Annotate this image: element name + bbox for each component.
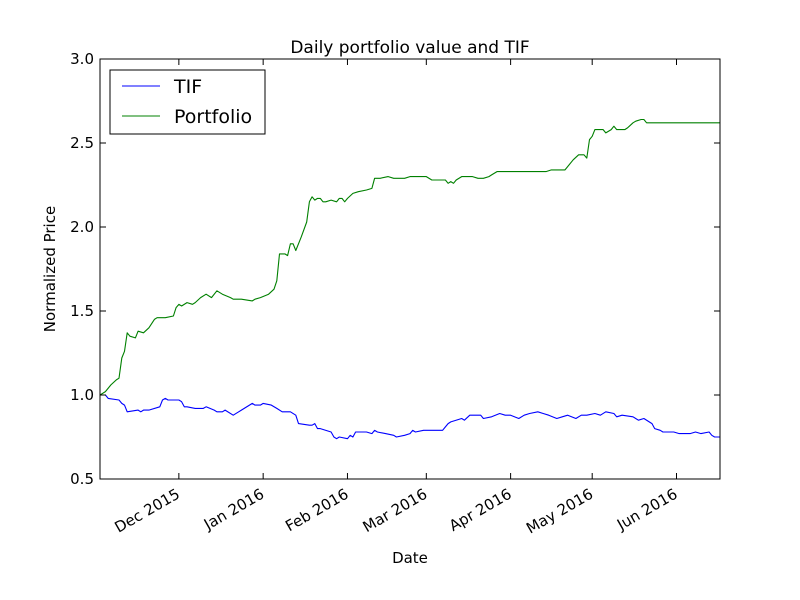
legend-label-tif: TIF — [173, 76, 202, 98]
x-axis-label: Date — [392, 549, 428, 567]
y-tick-label: 3.0 — [70, 50, 94, 68]
y-tick-label: 2.5 — [70, 134, 94, 152]
legend-label-portfolio: Portfolio — [174, 106, 252, 128]
y-tick-label: 0.5 — [70, 470, 94, 488]
plot-frame — [99, 58, 721, 480]
legend: TIF Portfolio — [109, 69, 266, 135]
y-tick-label: 1.5 — [70, 302, 94, 320]
legend-box — [109, 69, 266, 135]
y-axis: 0.5 1.0 1.5 2.0 2.5 3.0 — [70, 50, 720, 488]
y-tick-label: 2.0 — [70, 218, 94, 236]
y-axis-label: Normalized Price — [41, 206, 59, 332]
y-tick-label: 1.0 — [70, 386, 94, 404]
series-line-portfolio — [100, 118, 720, 396]
chart-title: Daily portfolio value and TIF — [290, 38, 529, 58]
series-line-tif — [100, 394, 720, 440]
